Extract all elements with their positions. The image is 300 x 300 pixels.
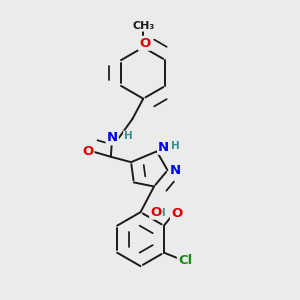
Text: CH₃: CH₃ <box>132 21 154 31</box>
Text: N: N <box>106 131 118 144</box>
Text: H: H <box>171 142 180 152</box>
Text: H: H <box>157 208 166 218</box>
Text: O: O <box>150 206 161 219</box>
Text: O: O <box>171 207 182 220</box>
Text: O: O <box>82 145 94 158</box>
Text: H: H <box>124 131 133 142</box>
Text: Cl: Cl <box>178 254 192 267</box>
Text: O: O <box>171 207 182 220</box>
Text: N: N <box>158 141 169 154</box>
Text: N: N <box>169 164 181 177</box>
Text: O: O <box>139 37 150 50</box>
